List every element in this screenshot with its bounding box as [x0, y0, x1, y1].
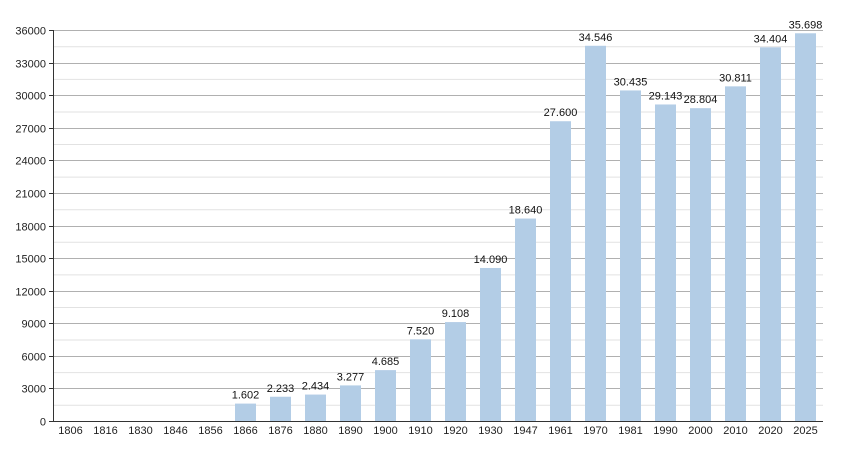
- data-label: 30.811: [719, 72, 752, 84]
- x-tick-label: 1961: [548, 425, 572, 437]
- data-label: 14.090: [474, 254, 508, 266]
- x-tick-label: 2020: [758, 425, 782, 437]
- x-tick-label: 1846: [163, 425, 187, 437]
- x-tick-label: 1910: [408, 425, 432, 437]
- y-tick-label: 27000: [15, 124, 46, 136]
- data-label: 27.600: [544, 107, 578, 119]
- data-label: 2.233: [267, 383, 295, 395]
- bar: [305, 394, 326, 421]
- x-tick-label: 1830: [128, 425, 152, 437]
- bar: [445, 322, 466, 421]
- bar: [480, 267, 501, 421]
- x-tick-label: 1890: [338, 425, 362, 437]
- y-tick-label: 18000: [15, 222, 46, 234]
- y-tick-label: 0: [40, 417, 46, 429]
- x-tick-label: 2000: [688, 425, 712, 437]
- bar: [410, 339, 431, 421]
- data-label: 9.108: [442, 308, 470, 320]
- y-tick-label: 24000: [15, 156, 46, 168]
- bar: [340, 385, 361, 421]
- data-label: 3.277: [337, 371, 365, 383]
- bar: [725, 86, 746, 422]
- y-tick-label: 9000: [22, 319, 46, 331]
- x-tick-label: 1856: [198, 425, 222, 437]
- y-tick-label: 12000: [15, 287, 46, 299]
- bar: [760, 47, 781, 421]
- x-tick-label: 1981: [618, 425, 642, 437]
- data-label: 1.602: [232, 390, 260, 402]
- data-label: 34.404: [754, 33, 788, 45]
- bar: [515, 218, 536, 421]
- bar: [655, 104, 676, 421]
- bar: [550, 121, 571, 421]
- y-tick-label: 36000: [15, 26, 46, 38]
- y-tick-label: 21000: [15, 189, 46, 201]
- x-tick-label: 2010: [723, 425, 747, 437]
- y-tick-label: 30000: [15, 91, 46, 103]
- x-tick-label: 1990: [653, 425, 677, 437]
- x-tick-label: 2025: [793, 425, 817, 437]
- axes: [49, 30, 823, 422]
- x-tick-label: 1947: [513, 425, 537, 437]
- x-tick-label: 1930: [478, 425, 502, 437]
- data-label: 35.698: [789, 19, 823, 31]
- x-tick-label: 1806: [58, 425, 82, 437]
- bar: [585, 45, 606, 421]
- bar: [375, 370, 396, 421]
- labels: 0 3000 6000 9000 12000 15000 18000 21000 24000 27…: [15, 19, 822, 437]
- bars: [235, 33, 816, 422]
- x-tick-label: 1920: [443, 425, 467, 437]
- data-label: 34.546: [579, 32, 613, 44]
- x-tick-label: 1816: [93, 425, 117, 437]
- x-tick-label: 1876: [268, 425, 292, 437]
- bar: [690, 108, 711, 421]
- bar: [620, 90, 641, 421]
- x-tick-label: 1970: [583, 425, 607, 437]
- data-label: 4.685: [372, 356, 400, 368]
- x-tick-label: 1900: [373, 425, 397, 437]
- bar: [235, 403, 256, 421]
- data-label: 18.640: [509, 205, 543, 217]
- y-tick-label: 33000: [15, 59, 46, 71]
- data-label: 30.435: [614, 76, 648, 88]
- bar: [270, 396, 291, 421]
- bar: [795, 33, 816, 421]
- data-label: 29.143: [649, 90, 683, 102]
- x-tick-label: 1880: [303, 425, 327, 437]
- y-tick-label: 15000: [15, 254, 46, 266]
- y-tick-label: 6000: [22, 352, 46, 364]
- data-label: 2.434: [302, 381, 330, 393]
- x-tick-label: 1866: [233, 425, 257, 437]
- y-tick-label: 3000: [22, 384, 46, 396]
- data-label: 7.520: [407, 325, 435, 337]
- data-label: 28.804: [684, 94, 718, 106]
